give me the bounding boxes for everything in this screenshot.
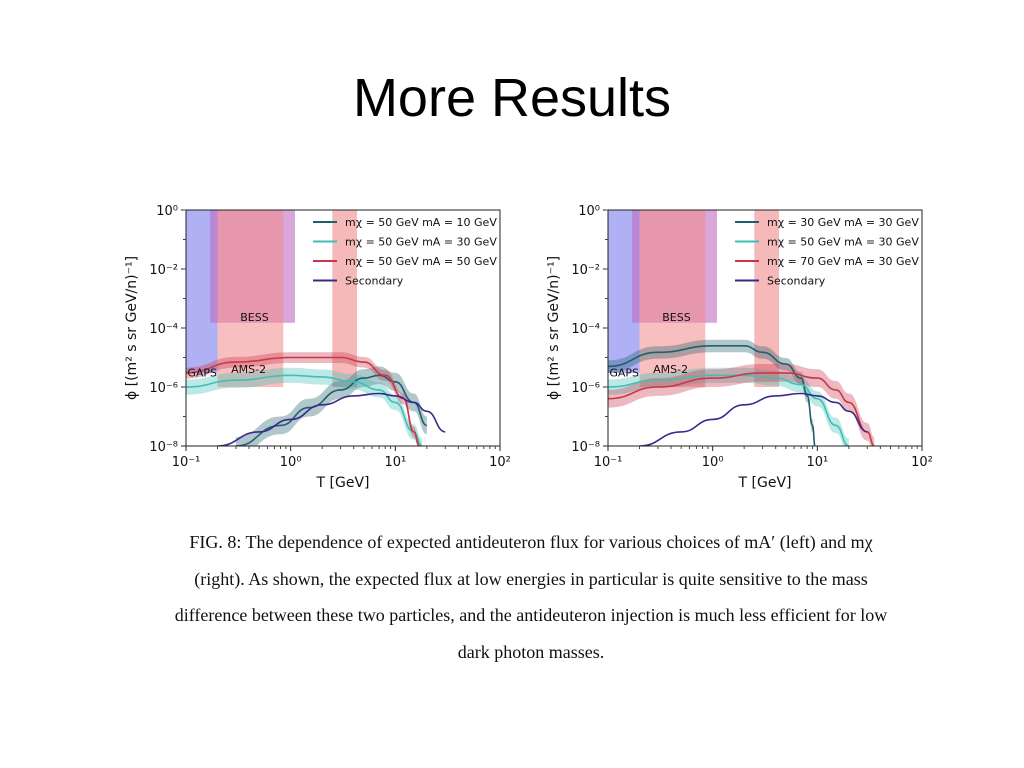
series-band-1	[186, 367, 423, 446]
series-line-3	[639, 392, 868, 446]
y-axis-label: ϕ [(m² s sr GeV/n)⁻¹]	[546, 256, 562, 400]
caption-line-2: (right). As shown, the expected flux at …	[194, 568, 868, 589]
region-label-ams-2: AMS-2	[653, 363, 688, 376]
region-band-3	[754, 210, 779, 387]
legend-entry-2: mχ = 50 GeV mA = 50 GeV	[345, 255, 497, 268]
series-band-2	[608, 364, 875, 446]
series-band-1	[608, 367, 849, 446]
series-line-3	[217, 392, 446, 446]
y-tick-label-4: 10⁰	[156, 204, 178, 219]
legend-entry-1: mχ = 50 GeV mA = 30 GeV	[767, 236, 919, 249]
x-tick-label-1: 10⁰	[280, 455, 302, 470]
x-tick-label-0: 10⁻¹	[594, 455, 623, 470]
legend-entry-3: Secondary	[767, 275, 826, 288]
y-tick-label-3: 10⁻²	[571, 263, 600, 278]
caption-line-4: dark photon masses.	[457, 641, 605, 662]
x-axis-label: T [GeV]	[316, 475, 370, 491]
y-tick-label-1: 10⁻⁶	[149, 381, 178, 396]
plot-area	[608, 210, 875, 446]
caption-line-3: difference between these two particles, …	[174, 605, 888, 625]
x-tick-label-3: 10²	[489, 455, 511, 470]
region-label-gaps: GAPS	[187, 366, 217, 379]
caption-line-1: FIG. 8: The dependence of expected antid…	[189, 532, 873, 552]
region-label-bess: BESS	[240, 311, 268, 324]
y-tick-label-2: 10⁻⁴	[571, 322, 600, 337]
y-tick-label-1: 10⁻⁶	[571, 381, 600, 396]
x-tick-label-2: 10¹	[384, 455, 406, 470]
x-axis-label: T [GeV]	[738, 475, 792, 491]
legend-entry-2: mχ = 70 GeV mA = 30 GeV	[767, 255, 919, 268]
legend-entry-1: mχ = 50 GeV mA = 30 GeV	[345, 236, 497, 249]
region-label-ams-2: AMS-2	[231, 363, 266, 376]
series-band-0	[235, 366, 427, 446]
legend-entry-0: mχ = 30 GeV mA = 30 GeV	[767, 216, 919, 229]
x-tick-label-0: 10⁻¹	[172, 455, 201, 470]
plot-area	[186, 210, 446, 446]
region-ams-2	[639, 210, 706, 387]
series-line-2	[186, 356, 420, 446]
y-tick-label-2: 10⁻⁴	[149, 322, 178, 337]
y-tick-label-4: 10⁰	[578, 204, 600, 219]
legend-entry-0: mχ = 50 GeV mA = 10 GeV	[345, 216, 497, 229]
x-tick-label-2: 10¹	[806, 455, 828, 470]
y-tick-label-0: 10⁻⁸	[149, 440, 178, 455]
region-ams-2	[217, 210, 284, 387]
legend-entry-3: Secondary	[345, 275, 404, 288]
slide-title: More Results	[352, 68, 672, 128]
series-line-2	[608, 372, 875, 446]
series-line-1	[186, 374, 423, 446]
figure-caption: FIG. 8: The dependence of expected antid…	[108, 524, 954, 670]
series-line-0	[235, 374, 428, 446]
region-label-bess: BESS	[662, 311, 690, 324]
y-axis-label: ϕ [(m² s sr GeV/n)⁻¹]	[124, 256, 140, 400]
x-tick-label-1: 10⁰	[702, 455, 724, 470]
chart-right-mchi-variation: GAPS BESS AMS-2 10⁻¹ 10⁰ 10¹ 10² 10⁻⁸ 10⁻⁶ 10⁻⁴ 10…	[546, 204, 933, 491]
x-tick-label-3: 10²	[911, 455, 933, 470]
series-line-1	[608, 374, 850, 446]
legend: mχ = 50 GeV mA = 10 GeV mχ = 50 GeV mA = …	[313, 216, 497, 288]
y-tick-label-3: 10⁻²	[149, 263, 178, 278]
legend: mχ = 30 GeV mA = 30 GeV mχ = 50 GeV mA = …	[735, 216, 919, 288]
series-line-0	[608, 345, 816, 446]
chart-left-mA-variation: GAPS BESS AMS-2 10⁻¹ 10⁰ 10¹ 10² 10⁻⁸ 10⁻⁶ 10⁻⁴ 10…	[124, 204, 511, 491]
y-tick-label-0: 10⁻⁸	[571, 440, 600, 455]
region-label-gaps: GAPS	[609, 366, 639, 379]
